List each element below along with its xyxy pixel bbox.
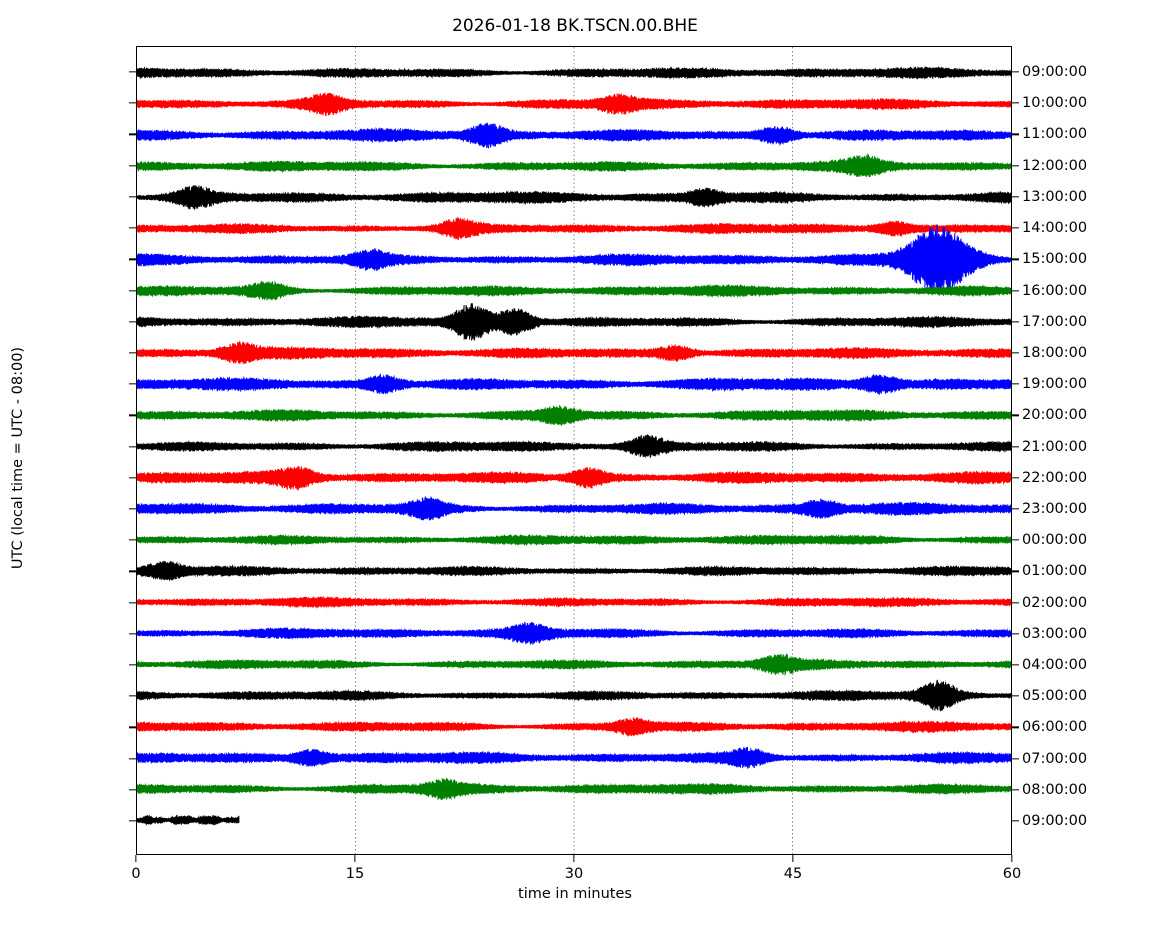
y-tick-right <box>1012 601 1019 604</box>
y-tick-left <box>129 414 136 416</box>
x-tick <box>135 855 137 862</box>
y-tick-right <box>1012 196 1019 198</box>
y-tick-label-right: 01:00:00 <box>1022 563 1088 580</box>
y-tick-right <box>1012 227 1019 229</box>
y-tick-left <box>129 227 136 229</box>
y-tick-right <box>1012 414 1019 416</box>
y-tick-left <box>129 601 136 604</box>
y-tick-left <box>129 539 136 541</box>
y-tick-label-right: 06:00:00 <box>1022 719 1088 736</box>
y-tick-right <box>1012 633 1019 635</box>
y-tick-label-right: 08:00:00 <box>1022 781 1088 798</box>
x-tick-label: 15 <box>345 866 365 882</box>
y-tick-label-right: 05:00:00 <box>1022 688 1088 705</box>
y-tick-label-right: 03:00:00 <box>1022 625 1088 642</box>
y-tick-label-right: 17:00:00 <box>1022 313 1088 330</box>
plot-area[interactable] <box>136 46 1012 855</box>
gridlines <box>355 47 793 854</box>
y-tick-label-right: 11:00:00 <box>1022 126 1088 143</box>
y-tick-label-right: 23:00:00 <box>1022 500 1088 517</box>
y-tick-left <box>129 820 136 822</box>
y-tick-left <box>129 508 136 510</box>
y-tick-label-right: 22:00:00 <box>1022 469 1088 486</box>
x-tick-label: 30 <box>564 866 584 882</box>
y-tick-label-right: 10:00:00 <box>1022 95 1088 112</box>
x-tick-label: 45 <box>783 866 803 882</box>
y-tick-label-right: 09:00:00 <box>1022 64 1088 80</box>
y-tick-label-right: 12:00:00 <box>1022 157 1088 174</box>
x-tick-label: 60 <box>1002 866 1022 882</box>
y-tick-label-right: 20:00:00 <box>1022 407 1088 424</box>
x-tick <box>354 855 356 862</box>
y-tick-label-right: 00:00:00 <box>1022 532 1088 549</box>
y-tick-right <box>1012 258 1019 260</box>
y-tick-left <box>129 664 136 666</box>
y-tick-left <box>129 445 136 448</box>
y-tick-left <box>129 633 136 635</box>
y-tick-left <box>129 321 136 323</box>
y-tick-right <box>1012 539 1019 541</box>
y-tick-right <box>1012 726 1019 729</box>
y-tick-label-right: 14:00:00 <box>1022 220 1088 236</box>
page-title: 2026-01-18 BK.TSCN.00.BHE <box>452 16 698 36</box>
y-tick-right <box>1012 321 1019 323</box>
x-tick <box>573 855 575 862</box>
y-tick-label-right: 04:00:00 <box>1022 657 1088 673</box>
y-tick-right <box>1012 477 1019 479</box>
y-tick-right <box>1012 757 1019 760</box>
y-tick-left <box>129 196 136 198</box>
y-tick-right <box>1012 383 1019 385</box>
y-tick-right <box>1012 102 1019 104</box>
y-tick-right <box>1012 664 1019 666</box>
y-tick-right <box>1012 570 1019 572</box>
y-tick-label-right: 18:00:00 <box>1022 344 1088 361</box>
y-tick-left <box>129 789 136 791</box>
y-tick-label-right: 07:00:00 <box>1022 750 1088 767</box>
y-tick-left <box>129 289 136 292</box>
y-tick-right <box>1012 289 1019 292</box>
y-tick-label-right: 09:00:00 <box>1022 813 1088 829</box>
x-axis-label: time in minutes <box>518 886 632 902</box>
y-tick-left <box>129 71 136 73</box>
y-tick-right <box>1012 71 1019 73</box>
y-tick-label-right: 13:00:00 <box>1022 188 1088 205</box>
x-tick <box>1011 855 1013 862</box>
x-tick-label: 0 <box>131 866 141 882</box>
y-tick-left <box>129 164 136 167</box>
y-tick-right <box>1012 695 1019 697</box>
y-tick-right <box>1012 445 1019 448</box>
y-tick-label-right: 15:00:00 <box>1022 251 1088 268</box>
y-tick-left <box>129 757 136 760</box>
y-tick-label-right: 19:00:00 <box>1022 376 1088 393</box>
y-tick-left <box>129 352 136 354</box>
y-tick-left <box>129 726 136 729</box>
y-tick-right <box>1012 789 1019 791</box>
y-tick-right <box>1012 352 1019 354</box>
y-tick-left <box>129 695 136 697</box>
y-tick-left <box>129 133 136 136</box>
y-tick-right <box>1012 164 1019 167</box>
y-tick-right <box>1012 508 1019 510</box>
y-tick-label-right: 21:00:00 <box>1022 438 1088 455</box>
y-tick-label-right: 16:00:00 <box>1022 282 1088 299</box>
y-tick-left <box>129 570 136 572</box>
y-tick-left <box>129 102 136 104</box>
y-tick-right <box>1012 820 1019 822</box>
y-tick-left <box>129 383 136 385</box>
x-tick <box>792 855 794 862</box>
y-axis-label: UTC (local time = UTC - 08:00) <box>10 346 26 570</box>
y-tick-left <box>129 258 136 260</box>
y-tick-left <box>129 477 136 479</box>
seismogram-traces <box>137 65 1011 826</box>
y-tick-label-right: 02:00:00 <box>1022 594 1088 611</box>
y-tick-right <box>1012 133 1019 136</box>
